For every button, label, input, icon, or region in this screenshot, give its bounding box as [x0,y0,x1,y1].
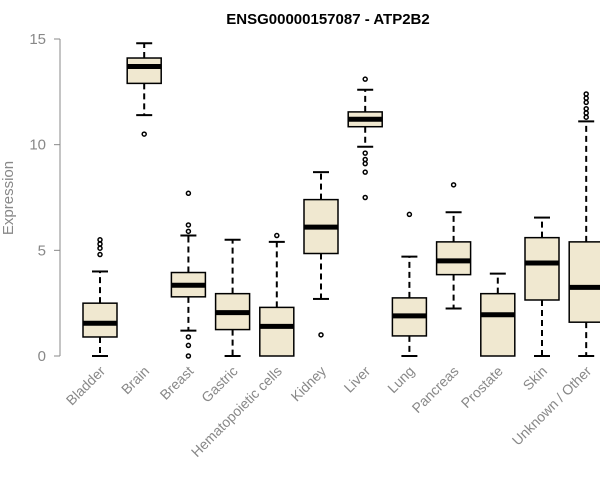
x-tick-label: Unknown / Other [509,363,595,449]
iqr-box [524,236,560,301]
y-ticks: 0 5 10 15 [29,31,60,365]
outlier-point [185,222,192,228]
x-tick-label: Prostate [458,363,506,411]
iqr-box [435,241,472,276]
outlier-point [583,99,589,106]
outlier-point [141,131,147,137]
outlier-point [97,245,103,251]
x-tick-label: Lung [384,363,417,396]
outlier-point [583,95,589,101]
box-gastric [214,238,251,357]
x-tick-label: Bladder [63,363,109,409]
outlier-point [362,156,368,163]
y-tick-label: 10 [29,137,46,154]
outlier-point [185,342,192,349]
box-bladder [82,237,118,357]
box-unknown-other [568,91,600,357]
box-liver [347,76,383,201]
outlier-point [97,251,103,258]
outlier-point [362,150,368,156]
chart-title: ENSG00000157087 - ATP2B2 [226,11,429,28]
outlier-point [362,169,368,175]
box-brain [126,42,162,137]
outlier-point [406,211,413,218]
iqr-box [259,306,295,357]
x-tick-label: Liver [341,363,374,396]
outlier-point [185,190,192,197]
x-tick-label: Breast [157,363,197,403]
outlier-point [450,182,457,188]
iqr-box [480,292,516,357]
outlier-point [362,160,368,167]
box-pancreas [435,182,472,310]
outlier-point [97,241,103,247]
y-tick-label: 0 [38,348,46,365]
outlier-point [185,334,192,340]
y-tick-label: 5 [38,242,46,259]
iqr-box [568,241,600,323]
box-prostate [480,272,516,357]
x-tick-label: Gastric [198,363,241,406]
box-breast [170,190,207,359]
iqr-box [126,57,162,85]
iqr-box [82,302,118,338]
outlier-point [185,353,192,359]
outlier-point [318,332,324,338]
box-lung [391,211,428,357]
x-tick-label: Kidney [288,363,330,405]
outlier-point [583,105,589,112]
outlier-point [583,114,589,120]
boxes-group [82,42,600,359]
y-tick-label: 15 [29,31,46,48]
x-tick-label: Skin [520,363,551,394]
outlier-point [185,228,192,235]
y-axis-label: Expression [0,161,17,235]
outlier-point [362,76,368,82]
outlier-point [362,194,368,201]
outlier-point [583,110,589,116]
outlier-point [97,237,103,243]
outlier-point [274,232,280,239]
box-hematopoietic-cells [259,232,295,357]
box-skin [524,216,560,357]
box-kidney [303,171,339,338]
x-tick-label: Pancreas [409,363,462,416]
x-tick-label: Brain [118,363,152,397]
outlier-point [583,91,589,97]
